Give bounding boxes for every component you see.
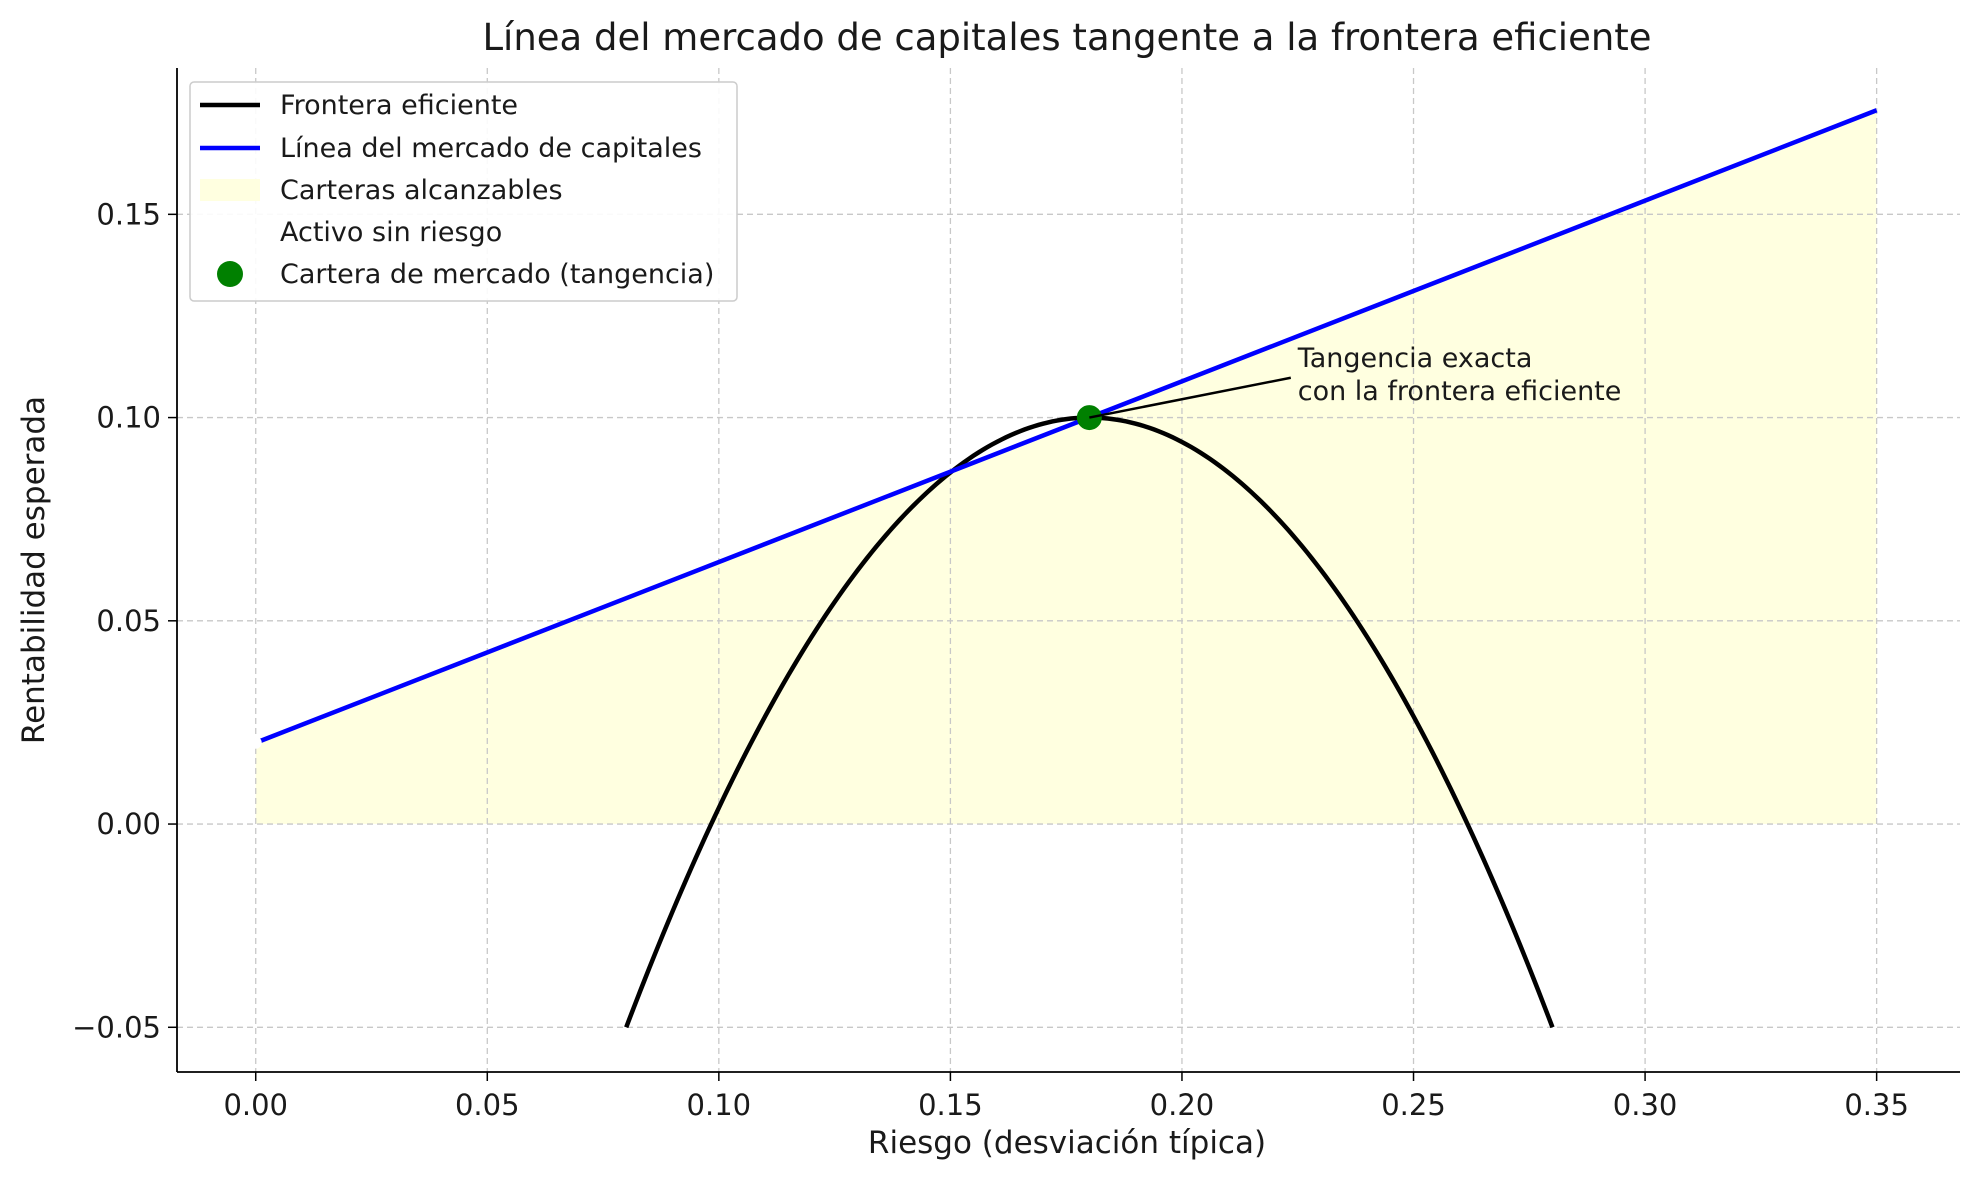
plot-area: 0.00 0.05 0.10 0.15 0.20 0.25 0.30 0.35 −0.05 0.0… [72,68,1960,1122]
annotation-arrow [1089,376,1292,419]
legend-swatch-marker [224,226,236,238]
capital-market-line [254,108,1878,745]
legend: Frontera eficiente Línea del mercado de c… [189,81,738,302]
y-tick-label: 0.05 [96,604,161,638]
legend-swatch-fill [200,179,260,201]
x-tick-label: 0.05 [455,1088,520,1122]
legend-swatch-marker [217,261,243,287]
x-tick-label: 0.15 [918,1088,983,1122]
x-tick-label: 0.20 [1150,1088,1215,1122]
x-tick-label: 0.35 [1844,1088,1909,1122]
y-tick-label: 0.10 [96,401,161,435]
legend-label: Cartera de mercado (tangencia) [280,259,714,290]
legend-label: Carteras alcanzables [280,175,563,206]
legend-label: Frontera eficiente [280,90,518,121]
y-tick-label: −0.05 [72,1010,161,1044]
risk-free-asset-point [249,736,262,749]
x-tick-label: 0.30 [1613,1088,1678,1122]
y-axis-label: Rentabilidad esperada [16,396,52,744]
chart-title: Línea del mercado de capitales tangente … [482,16,1651,59]
legend-label: Activo sin riesgo [280,217,502,248]
annotation-text-line: Tangencia exacta [1297,343,1533,374]
legend-box [189,81,738,302]
x-tick-label: 0.25 [1381,1088,1446,1122]
legend-label: Línea del mercado de capitales [280,133,702,164]
y-tick-label: 0.15 [96,197,161,231]
x-axis-label: Riesgo (desviación típica) [868,1125,1266,1161]
x-tick-label: 0.00 [223,1088,288,1122]
annotation-text-line: con la frontera eficiente [1298,376,1622,407]
attainable-region-fill [255,110,1877,825]
y-tick-label: 0.00 [96,807,161,841]
x-tick-label: 0.10 [687,1088,752,1122]
